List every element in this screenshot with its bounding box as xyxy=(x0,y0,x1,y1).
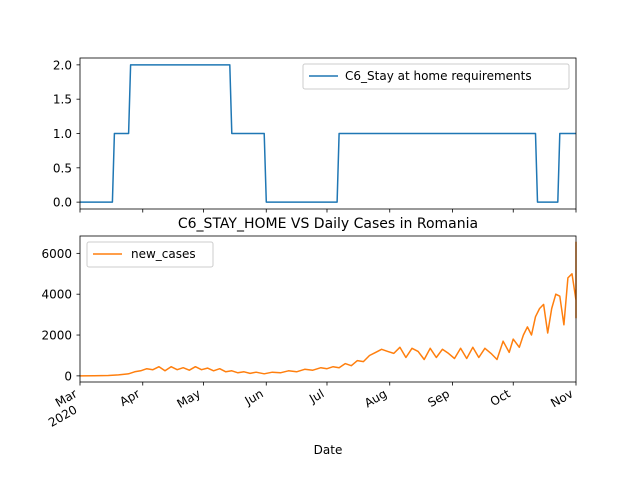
bottom-xtick-label-8: Nov xyxy=(548,386,575,410)
top-legend-label: C6_Stay at home requirements xyxy=(345,69,532,83)
bottom-axes: C6_STAY_HOME VS Daily Cases in Romania 0… xyxy=(41,216,577,457)
top-xticks xyxy=(79,209,577,213)
bottom-xtick-label-6: Sep xyxy=(425,386,452,409)
bottom-axes-frame xyxy=(79,235,577,383)
top-ytick-label-0: 0.0 xyxy=(53,196,72,210)
top-legend: C6_Stay at home requirements xyxy=(302,63,570,90)
bottom-xtick-label-7: Oct xyxy=(488,386,513,409)
x-axis-label: Date xyxy=(314,443,343,457)
top-ytick-label-2: 1.0 xyxy=(53,127,72,141)
bottom-legend-box xyxy=(86,241,214,268)
top-yticks: 0.0 0.5 1.0 1.5 2.0 xyxy=(53,58,80,210)
bottom-xtick-label-4: Jul xyxy=(306,386,326,406)
bottom-ytick-label-1: 2000 xyxy=(41,329,72,343)
top-ytick-label-4: 2.0 xyxy=(53,58,72,72)
bottom-ytick-label-2: 4000 xyxy=(41,288,72,302)
top-axes: 0.0 0.5 1.0 1.5 2.0 C6_Stay at home requirem… xyxy=(53,57,577,213)
bottom-yticks: 0 2000 4000 6000 xyxy=(41,247,80,383)
top-series-layer xyxy=(80,64,576,203)
bottom-legend-label: new_cases xyxy=(131,247,196,261)
bottom-series-line-0 xyxy=(79,241,577,377)
chart-title: C6_STAY_HOME VS Daily Cases in Romania xyxy=(178,216,478,232)
bottom-xtick-label-1: Apr xyxy=(117,386,142,409)
bottom-ytick-label-0: 0 xyxy=(64,369,72,383)
top-ytick-label-3: 1.5 xyxy=(53,93,72,107)
bottom-xtick-label-2: May xyxy=(175,386,203,411)
top-series-line-0 xyxy=(80,64,576,203)
top-legend-box xyxy=(302,63,570,90)
bottom-series-layer xyxy=(79,241,577,377)
bottom-xtick-label-5: Aug xyxy=(362,386,389,410)
bottom-xtick-label-3: Jun xyxy=(242,386,266,408)
top-ytick-label-1: 0.5 xyxy=(53,161,72,175)
bottom-ytick-label-3: 6000 xyxy=(41,247,72,261)
bottom-legend: new_cases xyxy=(86,241,214,268)
